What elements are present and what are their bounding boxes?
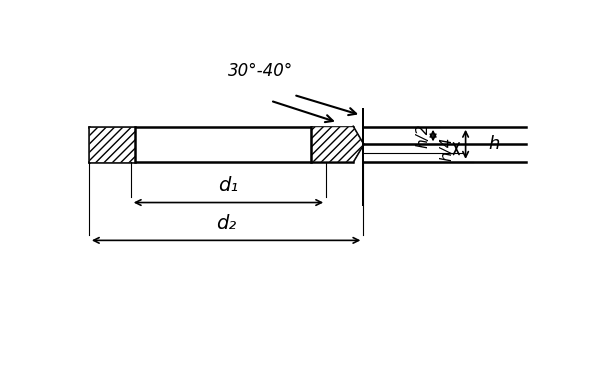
Text: h/2: h/2 [416, 123, 431, 148]
Text: h: h [489, 135, 500, 153]
Text: 30°-40°: 30°-40° [229, 62, 294, 80]
Polygon shape [89, 127, 136, 162]
Polygon shape [311, 127, 364, 162]
Text: d₂: d₂ [216, 214, 236, 233]
Text: h/4: h/4 [439, 136, 454, 161]
Text: d₁: d₁ [218, 176, 239, 195]
